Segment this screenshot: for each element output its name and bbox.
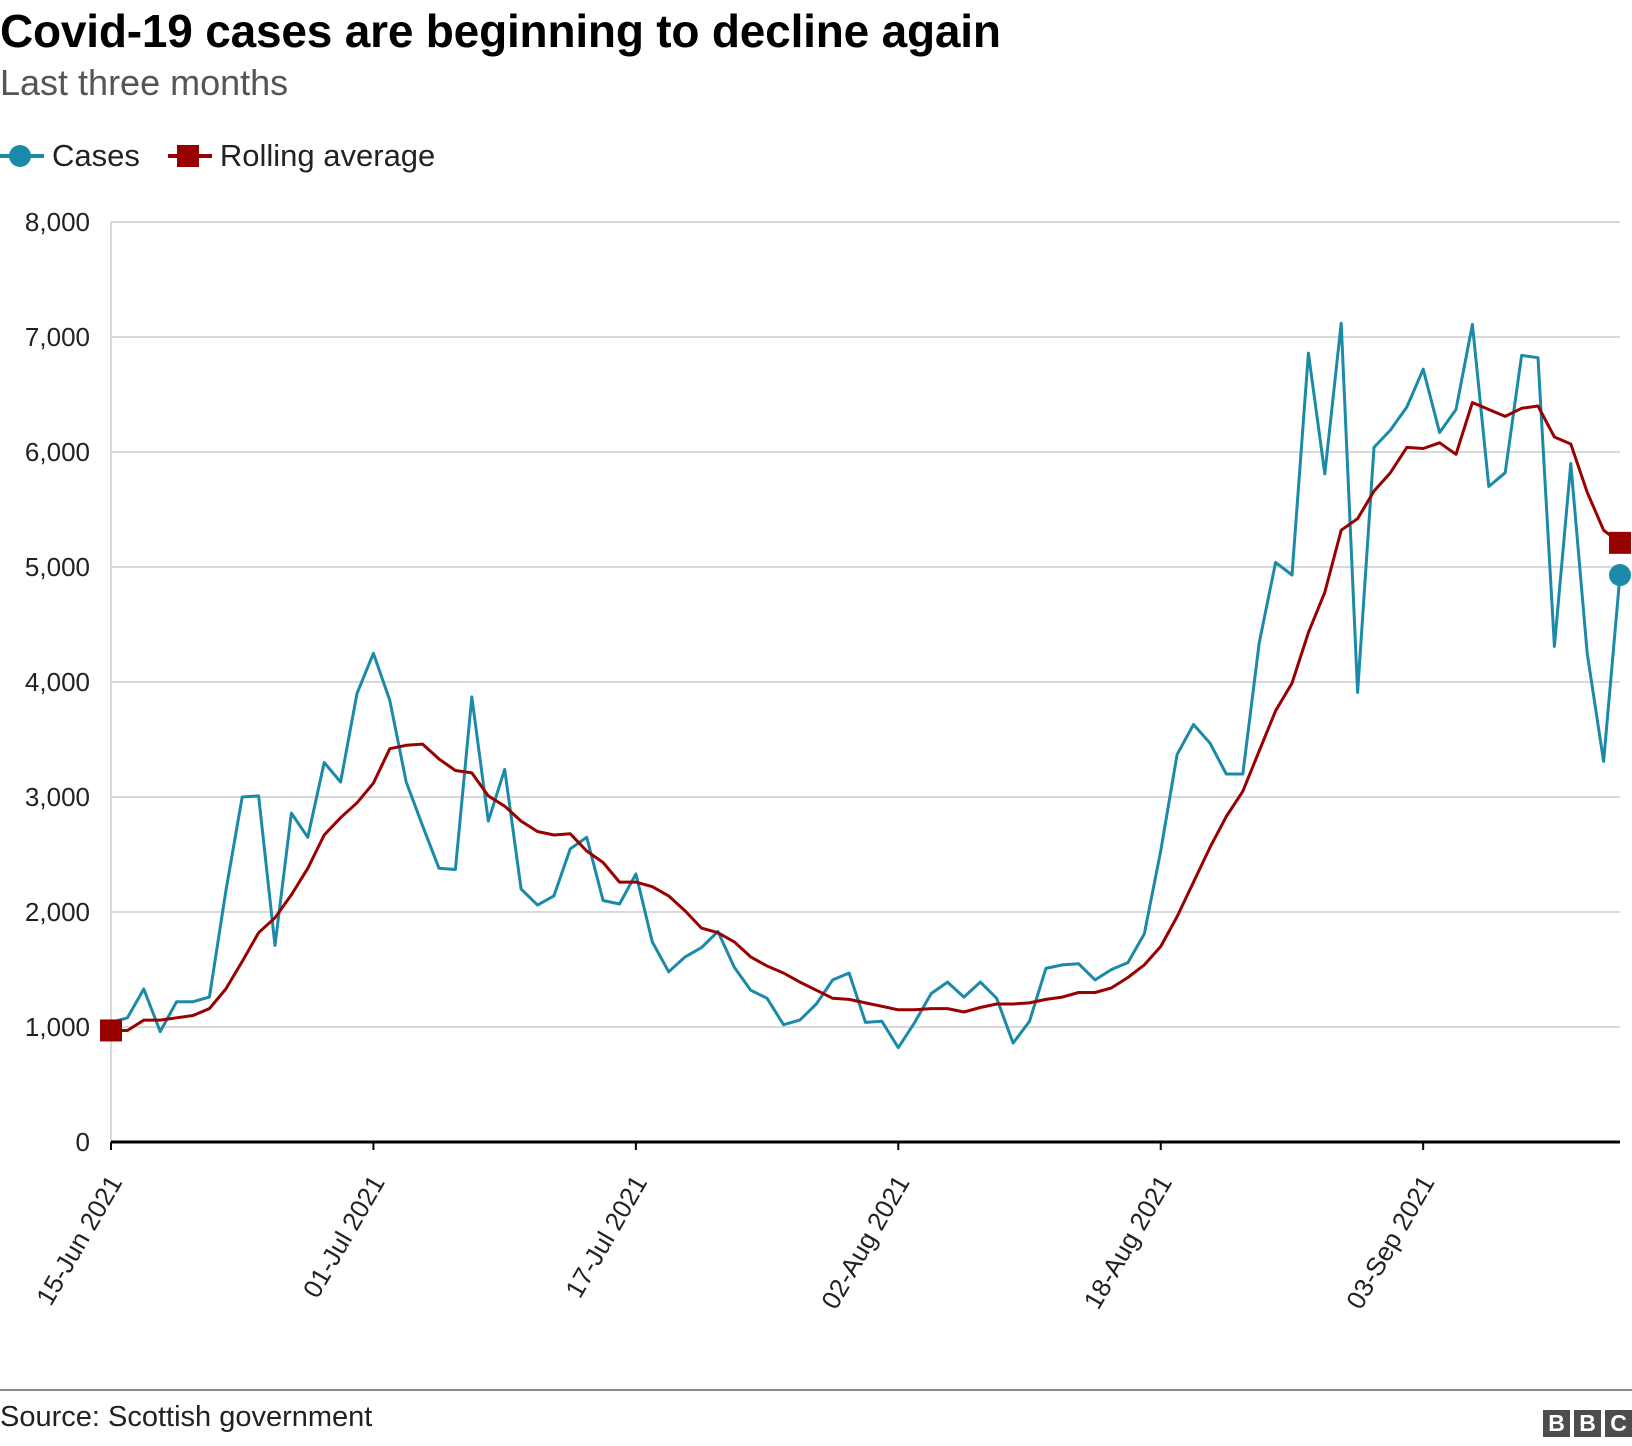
rolling-average-end-marker [1609, 531, 1631, 554]
x-axis-ticks: 15-Jun 2021 01-Jul 2021 17-Jul 2021 02-Aug … [30, 1142, 1440, 1314]
chart-legend: Cases Rolling average [0, 136, 463, 176]
y-tick-label: 3,000 [25, 782, 90, 812]
source-note: Source: Scottish government [0, 1401, 373, 1433]
series [109, 321, 1622, 1050]
line-chart: 0 1,000 2,000 3,000 4,000 5,000 6,000 7,000 8,00… [25, 207, 1631, 1314]
y-tick-label: 4,000 [25, 667, 90, 697]
end-markers [100, 531, 1631, 1042]
chart-subtitle: Last three months [0, 62, 289, 103]
legend-item-cases: Cases [0, 138, 140, 174]
y-tick-label: 5,000 [25, 552, 90, 582]
bbc-logo-letter: C [1605, 1410, 1632, 1437]
y-axis-ticks: 0 1,000 2,000 3,000 4,000 5,000 6,000 7,000 8,00… [25, 207, 90, 1157]
bbc-logo: B B C [1539, 1410, 1632, 1437]
x-tick-label: 03-Sep 2021 [1340, 1170, 1440, 1314]
x-tick-label: 17-Jul 2021 [559, 1170, 653, 1303]
rolling-average-legend-marker [167, 145, 212, 167]
cases-end-marker [1609, 564, 1631, 587]
legend-item-rolling-average: Rolling average [167, 138, 436, 174]
x-tick-label: 02-Aug 2021 [815, 1170, 915, 1314]
chart-title: Covid-19 cases are beginning to decline … [0, 5, 1001, 57]
x-tick-label: 18-Aug 2021 [1078, 1170, 1178, 1314]
y-tick-label: 8,000 [25, 207, 90, 237]
y-tick-label: 1,000 [25, 1012, 90, 1042]
bbc-logo-letter: B [1574, 1410, 1601, 1437]
cases-line [109, 321, 1622, 1050]
x-tick-label: 01-Jul 2021 [297, 1170, 391, 1303]
legend-label-rolling-average: Rolling average [219, 138, 436, 173]
rolling-average-start-marker [100, 1019, 122, 1042]
bbc-logo-letter: B [1543, 1410, 1570, 1437]
y-tick-label: 6,000 [25, 437, 90, 467]
x-tick-label: 15-Jun 2021 [30, 1170, 128, 1310]
footer-divider [0, 1389, 1632, 1391]
rolling-average-line [109, 401, 1622, 1032]
legend-label-cases: Cases [52, 138, 140, 173]
y-tick-label: 0 [76, 1127, 90, 1157]
y-tick-label: 7,000 [25, 322, 90, 352]
cases-legend-marker [0, 145, 44, 167]
y-tick-label: 2,000 [25, 897, 90, 927]
